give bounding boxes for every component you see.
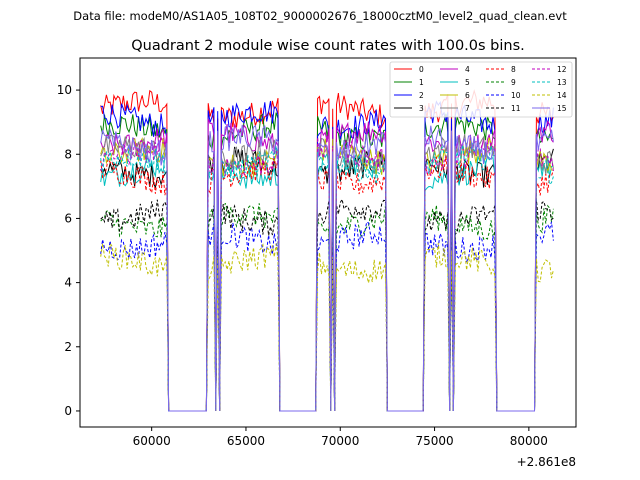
x-axis: 60000 65000 70000 75000 80000: [133, 427, 548, 448]
y-tick-label: 6: [64, 211, 72, 225]
legend-label-2: 2: [419, 91, 424, 100]
legend-label-4: 4: [465, 65, 470, 74]
legend-label-13: 13: [557, 78, 567, 87]
series-line-10: [100, 221, 554, 412]
y-tick-label: 8: [64, 147, 72, 161]
y-tick-label: 10: [57, 83, 72, 97]
legend-label-9: 9: [511, 78, 516, 87]
legend-label-0: 0: [419, 65, 424, 74]
legend-label-14: 14: [557, 91, 567, 100]
series-layer: [100, 89, 554, 412]
y-tick-label: 0: [64, 404, 72, 418]
y-tick-label: 4: [64, 276, 72, 290]
y-axis: 0 2 4 6 8 10: [57, 83, 80, 418]
legend-label-1: 1: [419, 78, 424, 87]
plot-frame: [79, 57, 577, 428]
x-tick-label: 75000: [415, 434, 453, 448]
y-tick-label: 2: [64, 340, 72, 354]
legend-label-5: 5: [465, 78, 470, 87]
legend-label-12: 12: [557, 65, 567, 74]
x-tick-label: 60000: [133, 434, 171, 448]
file-label: Data file: modeM0/AS1A05_108T02_90000026…: [73, 9, 567, 23]
chart-title: Quadrant 2 module wise count rates with …: [131, 38, 525, 54]
x-tick-label: 70000: [321, 434, 359, 448]
x-offset-label: +2.861e8: [517, 455, 576, 469]
legend-label-10: 10: [511, 91, 521, 100]
x-tick-label: 65000: [227, 434, 265, 448]
legend-box: [389, 61, 573, 118]
series-line-13: [100, 142, 554, 412]
legend-label-6: 6: [465, 91, 470, 100]
legend-label-7: 7: [465, 104, 470, 113]
legend-label-15: 15: [557, 104, 567, 113]
legend-label-11: 11: [511, 104, 521, 113]
x-tick-label: 80000: [510, 434, 548, 448]
legend-label-8: 8: [511, 65, 516, 74]
legend-label-3: 3: [419, 104, 424, 113]
series-line-15: [100, 124, 554, 412]
